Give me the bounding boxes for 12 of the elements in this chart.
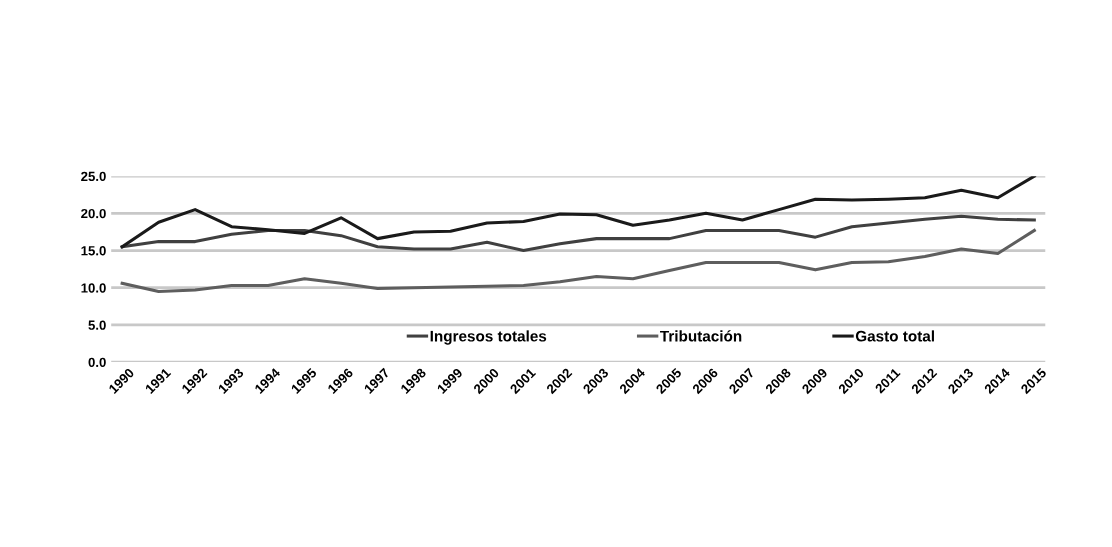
legend-label: Gasto total (855, 330, 934, 342)
line-series (120, 214, 1036, 253)
legend-label: Tributación (660, 330, 742, 342)
y-tick-label: 25.0 (81, 171, 106, 182)
y-tick-label: 0.0 (88, 357, 106, 368)
line-series (120, 228, 1036, 293)
y-tick-label: 15.0 (81, 246, 106, 256)
y-tick-label: 5.0 (88, 320, 106, 330)
line-series (120, 176, 1036, 249)
y-tick-label: 10.0 (81, 283, 106, 293)
y-tick-label: 20.0 (81, 208, 106, 219)
legend-label: Ingresos totales (430, 330, 547, 345)
